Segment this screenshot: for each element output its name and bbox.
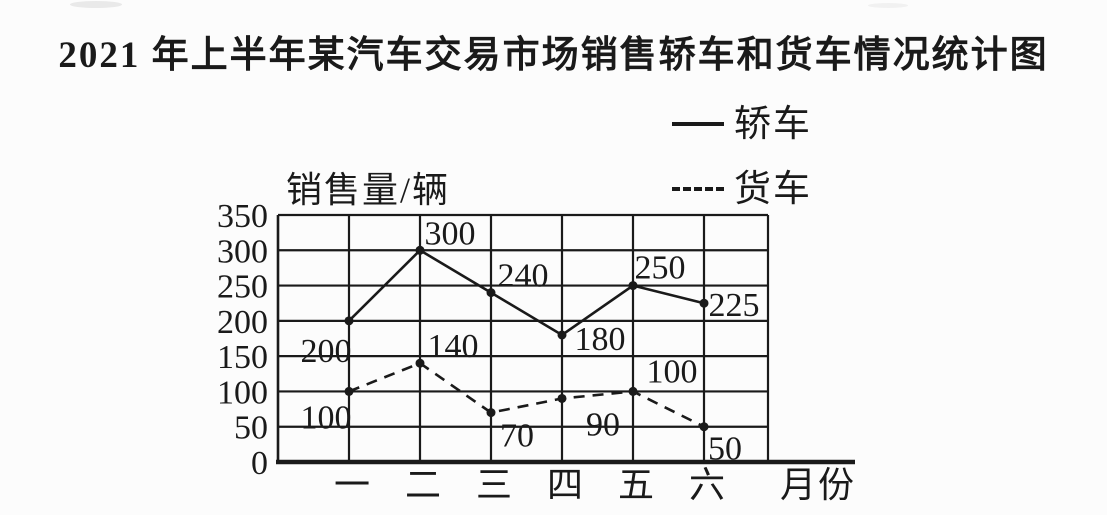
y-tick-label-100: 100 xyxy=(217,374,268,411)
data-label: 70 xyxy=(500,418,534,455)
legend-label-sedan: 轿车 xyxy=(734,103,812,145)
legend-label-truck: 货车 xyxy=(734,168,812,210)
data-point xyxy=(628,386,638,396)
data-label: 100 xyxy=(647,353,698,390)
x-tick-label-5: 五 xyxy=(618,465,656,505)
data-point xyxy=(557,330,567,340)
data-point xyxy=(344,386,354,396)
data-label: 240 xyxy=(498,258,549,295)
data-label: 90 xyxy=(586,406,620,443)
chart-title: 2021 年上半年某汽车交易市场销售轿车和货车情况统计图 xyxy=(58,35,1049,76)
legend-item-truck: 货车 xyxy=(672,167,812,211)
data-point xyxy=(628,281,638,291)
data-label: 100 xyxy=(301,399,352,436)
scan-artifact xyxy=(70,1,122,8)
x-tick-label-3: 三 xyxy=(476,465,514,505)
y-axis-label: 销售量/辆 xyxy=(286,170,451,210)
data-label: 50 xyxy=(708,431,742,468)
scan-artifact xyxy=(868,3,908,8)
y-tick-label-250: 250 xyxy=(217,269,268,306)
data-label: 225 xyxy=(709,287,760,324)
x-axis-label: 月份 xyxy=(780,465,856,505)
x-tick-label-1: 一 xyxy=(334,465,372,505)
data-label: 200 xyxy=(301,333,352,370)
y-tick-label-350: 350 xyxy=(217,198,268,235)
data-point xyxy=(415,358,425,368)
sedan-series-line xyxy=(348,248,705,337)
solid-line-symbol xyxy=(672,122,724,126)
data-point xyxy=(486,288,496,298)
data-point xyxy=(344,316,354,326)
y-tick-label-200: 200 xyxy=(217,304,268,341)
data-label: 250 xyxy=(635,250,686,287)
y-tick-label-50: 50 xyxy=(234,410,268,447)
y-tick-label-300: 300 xyxy=(217,233,268,270)
data-point xyxy=(557,393,567,403)
legend-item-sedan: 轿车 xyxy=(672,102,812,146)
data-label: 300 xyxy=(425,215,476,252)
data-point xyxy=(415,245,425,255)
x-tick-label-2: 二 xyxy=(405,465,443,505)
y-tick-label-0: 0 xyxy=(251,445,268,482)
dashed-line-symbol xyxy=(672,187,724,191)
y-tick-label-150: 150 xyxy=(217,339,268,376)
chart-legend: 轿车 货车 xyxy=(672,102,812,232)
data-label: 180 xyxy=(575,321,626,358)
x-tick-label-4: 四 xyxy=(547,465,585,505)
data-label: 140 xyxy=(428,328,479,365)
truck-series-line xyxy=(348,361,705,428)
data-point xyxy=(699,298,709,308)
x-tick-label-6: 六 xyxy=(689,465,727,505)
data-point xyxy=(699,422,709,432)
data-point xyxy=(486,408,496,418)
